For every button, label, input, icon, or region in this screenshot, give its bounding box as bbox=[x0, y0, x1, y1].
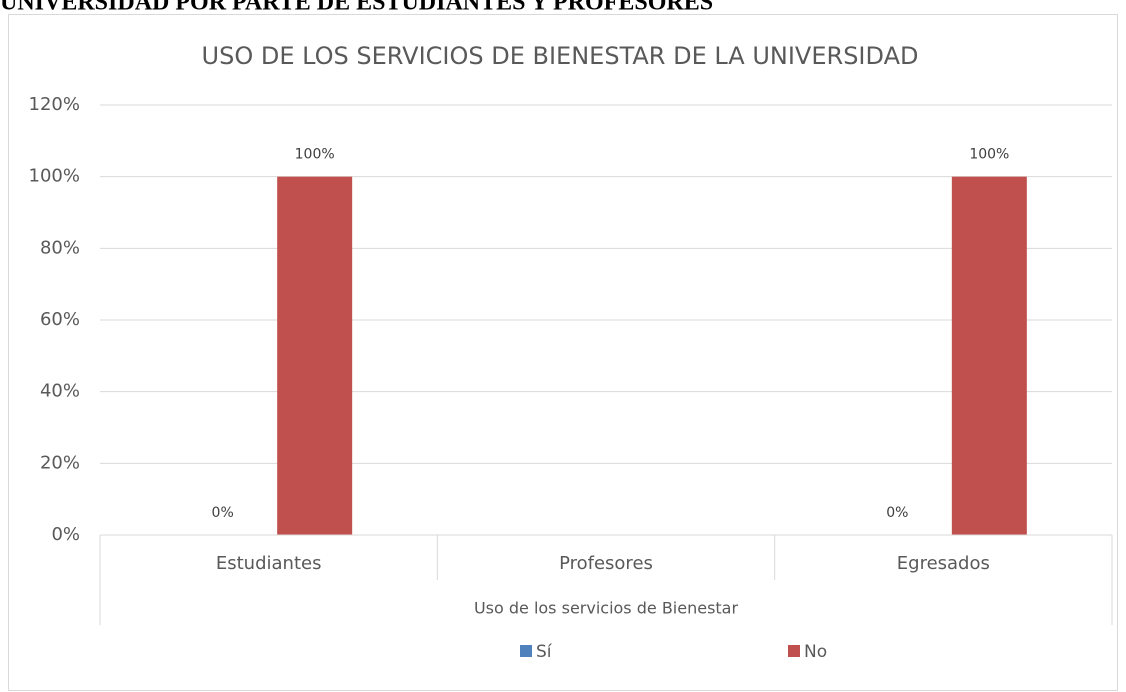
y-tick-label: 120% bbox=[29, 94, 80, 115]
legend-swatch bbox=[520, 645, 532, 657]
y-tick-label: 0% bbox=[51, 524, 80, 545]
chart-title: USO DE LOS SERVICIOS DE BIENESTAR DE LA … bbox=[202, 42, 919, 70]
y-tick-label: 40% bbox=[40, 381, 80, 402]
y-tick-label: 80% bbox=[40, 237, 80, 258]
y-tick-label: 20% bbox=[40, 452, 80, 473]
legend-swatch bbox=[788, 645, 800, 657]
value-label: 100% bbox=[969, 147, 1009, 163]
value-label: 100% bbox=[295, 147, 335, 163]
bar bbox=[277, 176, 353, 535]
y-tick-label: 100% bbox=[29, 166, 80, 187]
x-tick-label: Profesores bbox=[559, 553, 653, 574]
legend-label: No bbox=[804, 642, 827, 662]
value-label: 0% bbox=[212, 505, 234, 521]
y-tick-label: 60% bbox=[40, 309, 80, 330]
x-tick-label: Egresados bbox=[897, 553, 990, 574]
x-tick-label: Estudiantes bbox=[216, 553, 322, 574]
chart-border bbox=[8, 14, 1118, 691]
x-axis-label: Uso de los servicios de Bienestar bbox=[474, 599, 739, 618]
bar bbox=[951, 176, 1027, 535]
legend-label: Sí bbox=[536, 642, 553, 662]
heading: UNIVERSIDAD POR PARTE DE ESTUDIANTES Y P… bbox=[0, 0, 713, 16]
value-label: 0% bbox=[886, 505, 908, 521]
